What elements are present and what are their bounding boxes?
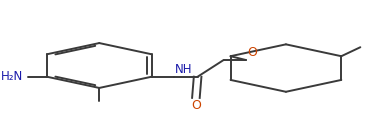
Text: O: O (248, 46, 258, 59)
Text: O: O (191, 99, 201, 111)
Text: H₂N: H₂N (1, 70, 23, 83)
Text: NH: NH (175, 63, 192, 76)
